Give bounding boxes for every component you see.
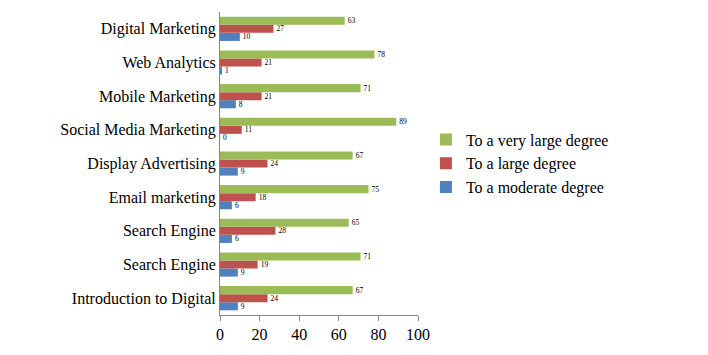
svg-text:Mobile Marketing: Mobile Marketing — [99, 88, 216, 106]
svg-text:Digital Marketing: Digital Marketing — [101, 20, 216, 38]
svg-text:6: 6 — [235, 234, 239, 243]
svg-text:Search Engine: Search Engine — [123, 256, 216, 274]
svg-text:80: 80 — [370, 326, 386, 343]
svg-text:21: 21 — [265, 58, 273, 67]
svg-text:0: 0 — [223, 133, 227, 142]
svg-text:To a very large degree: To a very large degree — [466, 132, 609, 150]
svg-text:9: 9 — [241, 302, 245, 311]
svg-text:65: 65 — [352, 218, 360, 227]
svg-text:Email marketing: Email marketing — [109, 189, 216, 207]
svg-text:63: 63 — [348, 16, 356, 25]
svg-text:Display Advertising: Display Advertising — [87, 155, 215, 173]
svg-text:67: 67 — [356, 151, 364, 160]
svg-text:6: 6 — [235, 201, 239, 210]
svg-text:78: 78 — [377, 50, 385, 59]
svg-text:10: 10 — [243, 32, 251, 41]
svg-text:67: 67 — [356, 286, 364, 295]
svg-text:9: 9 — [241, 268, 245, 277]
svg-text:Search Engine: Search Engine — [123, 222, 216, 240]
svg-text:75: 75 — [372, 185, 380, 194]
svg-text:To a large degree: To a large degree — [466, 155, 576, 173]
svg-text:40: 40 — [291, 326, 307, 343]
svg-text:20: 20 — [252, 326, 268, 343]
svg-text:0: 0 — [216, 326, 224, 343]
svg-text:24: 24 — [271, 159, 279, 168]
svg-text:8: 8 — [239, 100, 243, 109]
svg-text:71: 71 — [364, 84, 372, 93]
svg-text:71: 71 — [364, 252, 372, 261]
svg-text:27: 27 — [276, 24, 284, 33]
svg-text:Introduction to Digital: Introduction to Digital — [72, 290, 217, 308]
svg-text:Web Analytics: Web Analytics — [122, 54, 215, 72]
svg-text:21: 21 — [265, 92, 273, 101]
svg-text:89: 89 — [399, 117, 407, 126]
svg-text:100: 100 — [406, 326, 430, 343]
svg-text:19: 19 — [261, 260, 269, 269]
svg-text:60: 60 — [331, 326, 347, 343]
svg-text:Social Media Marketing: Social Media Marketing — [60, 121, 216, 139]
svg-text:18: 18 — [259, 193, 267, 202]
svg-text:24: 24 — [271, 294, 279, 303]
svg-text:9: 9 — [241, 167, 245, 176]
svg-text:To a moderate degree: To a moderate degree — [466, 179, 604, 197]
svg-text:11: 11 — [245, 125, 252, 134]
svg-text:1: 1 — [225, 66, 229, 75]
svg-text:28: 28 — [278, 226, 286, 235]
